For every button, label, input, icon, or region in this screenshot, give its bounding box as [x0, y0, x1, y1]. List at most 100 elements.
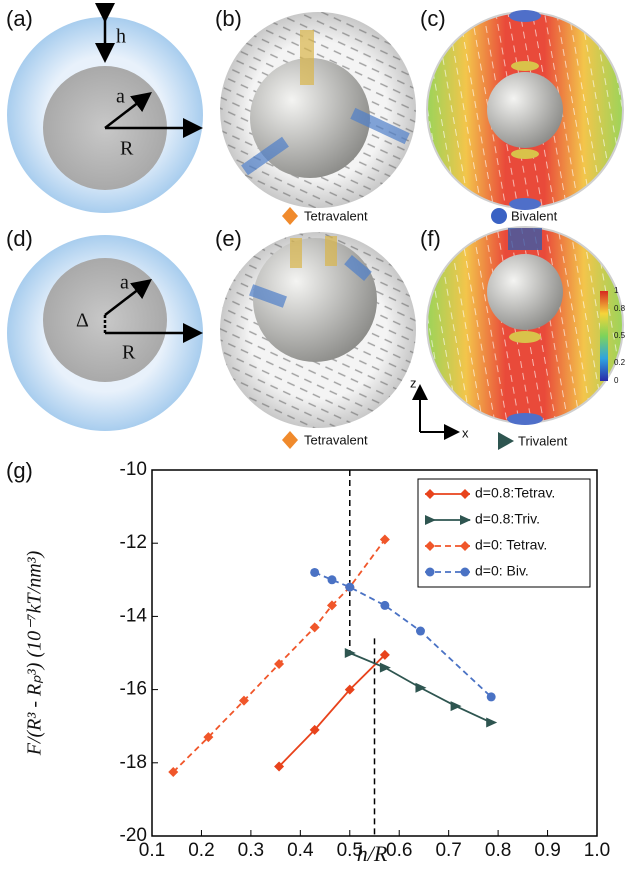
legend-label: d=0: Tetrav.: [475, 537, 547, 553]
panel-b: (b) Tetravalent: [215, 6, 416, 225]
panel-f: z x (f) Trivalent 1 0.8 0.5 0.2 0: [410, 226, 626, 450]
legend-diamond: [282, 207, 298, 225]
arrow-a: [104, 91, 152, 129]
caption: Tetravalent: [304, 432, 368, 447]
panel-d: (d) a Δ R: [6, 226, 203, 431]
data-point: [344, 648, 356, 658]
y-tick-label: -10: [120, 459, 147, 480]
symbol: a: [120, 272, 129, 294]
defect: [300, 30, 314, 85]
legend-label: d=0: Biv.: [475, 563, 529, 579]
data-point: [379, 662, 391, 673]
data-point: [203, 732, 214, 743]
colorbar-tick-label: 0.8: [614, 304, 626, 313]
symbol: Δ: [76, 310, 89, 332]
data-point: [380, 600, 390, 610]
defect: [249, 284, 287, 308]
particle: [253, 238, 377, 362]
panel-label: (b): [215, 6, 242, 31]
data-point: [344, 684, 355, 695]
defect: [325, 236, 337, 266]
symbol: R: [122, 342, 136, 364]
caption: Tetravalent: [304, 208, 368, 223]
data-point: [379, 534, 390, 545]
legend-box: [417, 478, 591, 588]
symbol: h: [116, 26, 126, 48]
defect: [350, 107, 410, 145]
x-tick-label: 0.6: [386, 840, 412, 861]
plot-frame: [151, 469, 598, 837]
data-point: [450, 701, 462, 712]
particle: [487, 72, 563, 148]
data-point: [274, 658, 285, 669]
defect: [507, 413, 543, 425]
panel-label: (c): [420, 6, 446, 31]
panel-label: (a): [6, 6, 33, 31]
y-tick-label: -20: [120, 825, 147, 846]
panel-c: (c) Bivalent: [420, 6, 624, 224]
arrow-a: [104, 278, 152, 316]
defect: [509, 10, 541, 22]
colorbar-tick-label: 1: [614, 286, 619, 295]
x-tick-label: 0.5: [337, 840, 363, 861]
x-tick-label: 1.0: [584, 840, 610, 861]
data-point: [327, 575, 337, 585]
panel-a: (a) h a R: [6, 3, 203, 213]
data-point: [415, 682, 427, 693]
panel-label: (f): [420, 226, 441, 251]
data-point: [238, 695, 249, 706]
colorbar-tick-label: 0.5: [614, 331, 626, 340]
defect: [290, 238, 302, 268]
data-point: [345, 582, 355, 592]
defect: [344, 255, 372, 281]
y-tick-label: -12: [120, 532, 147, 553]
legend-label: d=0.8:Triv.: [475, 511, 540, 527]
data-point: [415, 626, 425, 636]
colorbar-tick-label: 0.2: [614, 358, 626, 367]
legend-triangle: [498, 432, 514, 450]
y-axis-label: F/(R³ - Rₚ³) (10⁻⁷kT/nm³): [24, 550, 46, 756]
panel-label: (d): [6, 226, 33, 251]
chart: (g) h/R F/(R³ - Rₚ³) (10⁻⁷kT/nm³) 0.1 0.2…: [6, 458, 610, 866]
defect: [241, 136, 289, 176]
x-tick-label: 0.8: [485, 840, 511, 861]
symbol: a: [116, 86, 125, 108]
defect: [511, 61, 539, 71]
defect: [509, 331, 541, 343]
defect: [511, 149, 539, 159]
axis-label: z: [410, 375, 417, 390]
x-tick-label: 0.4: [287, 840, 314, 861]
caption: Trivalent: [518, 433, 568, 448]
x-tick-label: 0.9: [534, 840, 560, 861]
legend-circle: [491, 208, 507, 224]
data-point: [309, 622, 320, 633]
legend-marker: [460, 567, 470, 577]
legend-marker: [460, 541, 470, 551]
legend-marker: [425, 541, 435, 551]
panel-e: (e) Tetravalent: [215, 226, 416, 449]
legend-marker: [425, 515, 436, 525]
data-point: [310, 567, 320, 577]
colorbar: [600, 291, 608, 381]
data-point: [274, 761, 285, 772]
data-point: [486, 717, 498, 728]
symbol: R: [120, 138, 134, 160]
particle: [487, 254, 563, 330]
y-tick-label: -14: [120, 605, 148, 626]
data-point: [486, 692, 496, 702]
legend-marker: [460, 515, 471, 525]
panel-label: (g): [6, 458, 33, 483]
series-line: [278, 654, 386, 768]
legend-diamond: [282, 431, 298, 449]
defect: [509, 198, 541, 210]
x-tick-label: 0.2: [188, 840, 214, 861]
data-point: [326, 600, 337, 611]
caption: Bivalent: [511, 208, 558, 223]
data-point: [379, 649, 390, 660]
y-tick-label: -18: [120, 752, 147, 773]
legend-label: d=0.8:Tetrav.: [475, 485, 555, 501]
legend-marker: [425, 567, 435, 577]
x-tick-label: 0.3: [238, 840, 264, 861]
data-point: [309, 724, 320, 735]
